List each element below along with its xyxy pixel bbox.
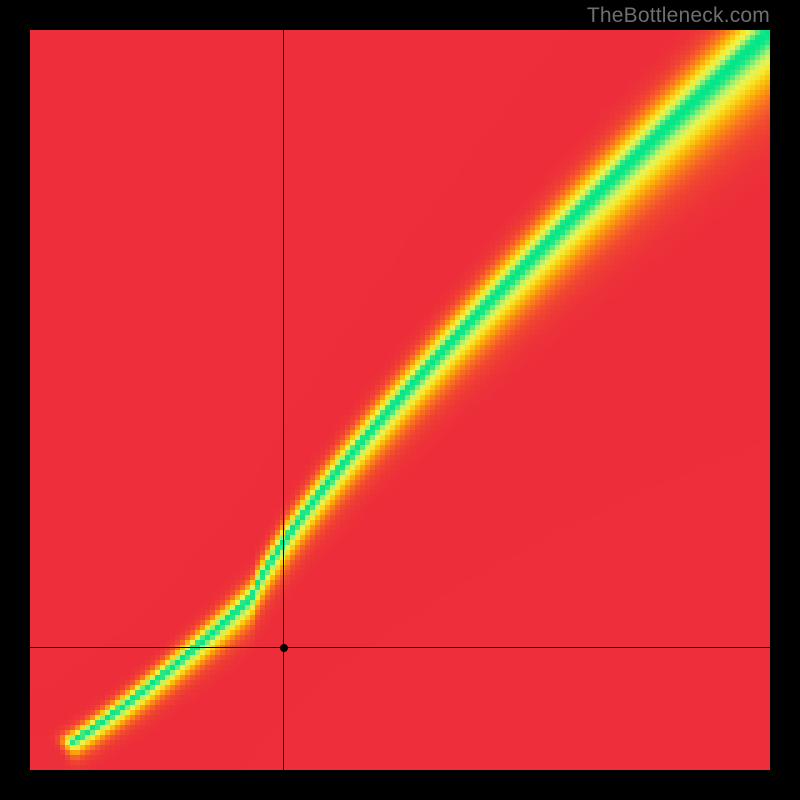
crosshair-marker: [280, 644, 288, 652]
crosshair-horizontal: [30, 647, 770, 648]
heatmap-plot: [30, 30, 770, 770]
crosshair-vertical: [283, 30, 284, 770]
watermark-text: TheBottleneck.com: [587, 4, 770, 28]
